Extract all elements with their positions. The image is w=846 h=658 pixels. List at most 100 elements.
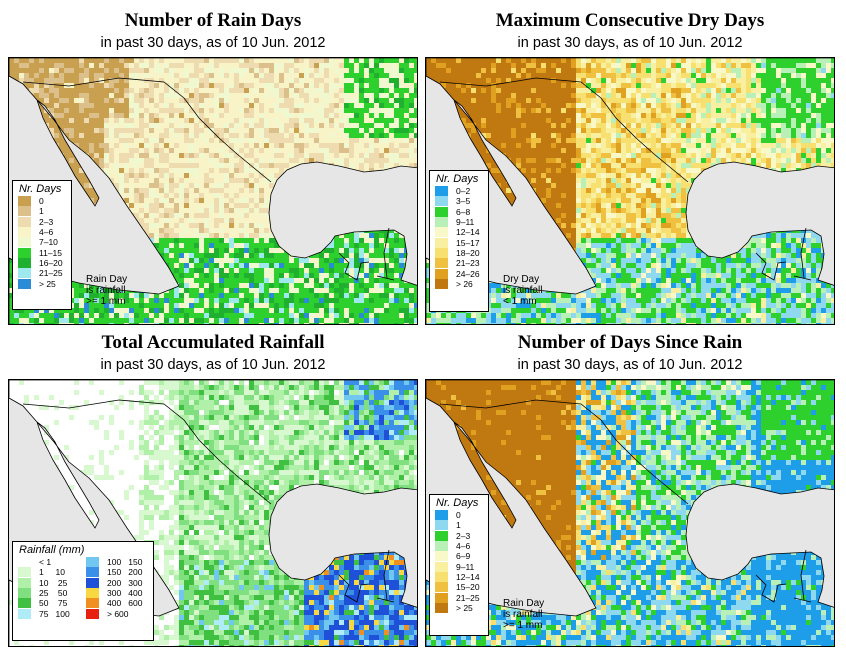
- coastline: [9, 380, 417, 646]
- legend-entry: 150 200: [81, 567, 149, 578]
- legend-rows: 0 1 2–3 4–6 7–10 11–15 16–20 21–25 > 25: [13, 196, 71, 289]
- legend-entry: 21–25: [430, 592, 488, 603]
- country-border: [793, 597, 812, 603]
- legend-entry: 9–11: [430, 217, 488, 228]
- legend-entry: > 600: [81, 608, 149, 619]
- legend-title: Nr. Days: [19, 183, 62, 195]
- legend-label: 25 50: [39, 588, 68, 599]
- legend-column-right: 100 150 150 200 200 300 300 400 400 600 > 600: [81, 557, 149, 619]
- legend-label: 2–3: [39, 216, 54, 227]
- map-total-rainfall[interactable]: [8, 379, 418, 647]
- legend-entry: 25 50: [13, 588, 81, 599]
- legend-label: 12–14: [456, 571, 480, 582]
- legend-swatch: [435, 186, 448, 197]
- panel-title: Number of Rain Days: [124, 10, 302, 31]
- country-border: [383, 227, 390, 279]
- legend-label: < 1: [39, 557, 52, 568]
- coastline: [426, 380, 834, 646]
- legend-entry: 6–8: [430, 206, 488, 217]
- legend-swatch: [18, 598, 31, 609]
- legend-entry: 0: [13, 196, 71, 207]
- legend-swatch: [435, 268, 448, 279]
- legend-entry: 24–26: [430, 268, 488, 279]
- legend-label: 2–3: [456, 530, 471, 541]
- country-border: [800, 549, 807, 601]
- definition-note: Rain Day is rainfall >= 1 mm: [86, 274, 127, 307]
- legend-label: 18–20: [456, 247, 480, 258]
- legend-entry: 1: [430, 520, 488, 531]
- legend-swatch: [435, 278, 448, 289]
- note-line: < 1 mm: [503, 296, 537, 307]
- legend-entry: > 26: [430, 278, 488, 289]
- legend-label: 1: [39, 206, 44, 217]
- legend-label: 75 100: [39, 608, 70, 619]
- legend-entry: 200 300: [81, 577, 149, 588]
- legend-label: 21–25: [39, 268, 63, 279]
- legend-rows: 0–2 3–5 6–8 9–11 12–14 15–17 18–20 21–23 24–26 > …: [430, 186, 488, 289]
- legend-rows: 0 1 2–3 4–6 6–9 9–11 12–14 15–20 21–25 > 25: [430, 510, 488, 613]
- legend-title: Nr. Days: [436, 497, 479, 509]
- legend-swatch: [435, 258, 448, 269]
- legend-swatch: [18, 237, 31, 248]
- legend-swatch: [18, 206, 31, 217]
- legend-label: > 25: [456, 602, 473, 613]
- map-days-since-rain[interactable]: [425, 379, 835, 647]
- legend-swatch: [435, 206, 448, 217]
- legend-swatch: [18, 268, 31, 279]
- map-dry-days[interactable]: [425, 57, 835, 325]
- definition-note: Dry Day is rainfall < 1 mm: [503, 274, 542, 307]
- panel-subtitle: in past 30 days, as of 10 Jun. 2012: [100, 35, 326, 51]
- legend-label: 7–10: [39, 237, 58, 248]
- legend-label: 9–11: [456, 561, 475, 572]
- panel-title: Maximum Consecutive Dry Days: [495, 10, 765, 31]
- legend-entry: 11–15: [13, 247, 71, 258]
- legend-entry: 21–25: [13, 268, 71, 279]
- country-border: [755, 574, 787, 603]
- legend-swatch: [435, 217, 448, 228]
- legend-swatch: [435, 510, 448, 521]
- legend-entry: 2–3: [430, 530, 488, 541]
- note-line: is rainfall: [86, 285, 126, 296]
- legend-entry: 4–6: [13, 227, 71, 238]
- panel-dry-days: Maximum Consecutive Dry Days in past 30 …: [425, 10, 835, 330]
- country-border: [755, 252, 787, 281]
- legend-entry: 300 400: [81, 588, 149, 599]
- legend-label: 10 25: [39, 577, 68, 588]
- legend-swatch: [18, 608, 31, 619]
- legend-entry: 7–10: [13, 237, 71, 248]
- legend-entry: 0: [430, 510, 488, 521]
- map-svg: [9, 380, 417, 646]
- legend-label: > 25: [39, 278, 56, 289]
- legend-entry: 1 10: [13, 567, 81, 578]
- note-line: >= 1 mm: [503, 620, 543, 631]
- legend-swatch: [435, 196, 448, 207]
- legend-label: 150 200: [107, 567, 143, 578]
- country-border: [376, 275, 395, 281]
- legend-entry: 15–17: [430, 237, 488, 248]
- legend-entry: 100 150: [81, 557, 149, 568]
- legend-label: 50 75: [39, 598, 68, 609]
- country-border: [793, 275, 812, 281]
- note-line: Rain Day: [86, 274, 128, 285]
- panel-title: Number of Days Since Rain: [517, 332, 743, 353]
- note-line: Dry Day: [503, 274, 540, 285]
- legend-label: 12–14: [456, 227, 480, 238]
- legend-swatch: [86, 588, 99, 599]
- legend-label: 1: [456, 520, 461, 531]
- legend-label: 6–9: [456, 551, 471, 562]
- panel-rain-days: Number of Rain Days in past 30 days, as …: [8, 10, 418, 330]
- legend-entry: 3–5: [430, 196, 488, 207]
- definition-note: Rain Day is rainfall >= 1 mm: [503, 598, 544, 631]
- panel-subtitle: in past 30 days, as of 10 Jun. 2012: [100, 357, 326, 373]
- legend-label: 0: [39, 196, 44, 207]
- panel-subtitle: in past 30 days, as of 10 Jun. 2012: [517, 35, 743, 51]
- legend-label: 15–20: [456, 582, 480, 593]
- legend-swatch: [18, 577, 31, 588]
- panel-total-rainfall: Total Accumulated Rainfall in past 30 da…: [8, 332, 418, 652]
- legend-entry: 15–20: [430, 582, 488, 593]
- legend-swatch: [86, 577, 99, 588]
- legend-entry: 75 100: [13, 608, 81, 619]
- country-border: [439, 399, 689, 505]
- coastline: [9, 58, 417, 324]
